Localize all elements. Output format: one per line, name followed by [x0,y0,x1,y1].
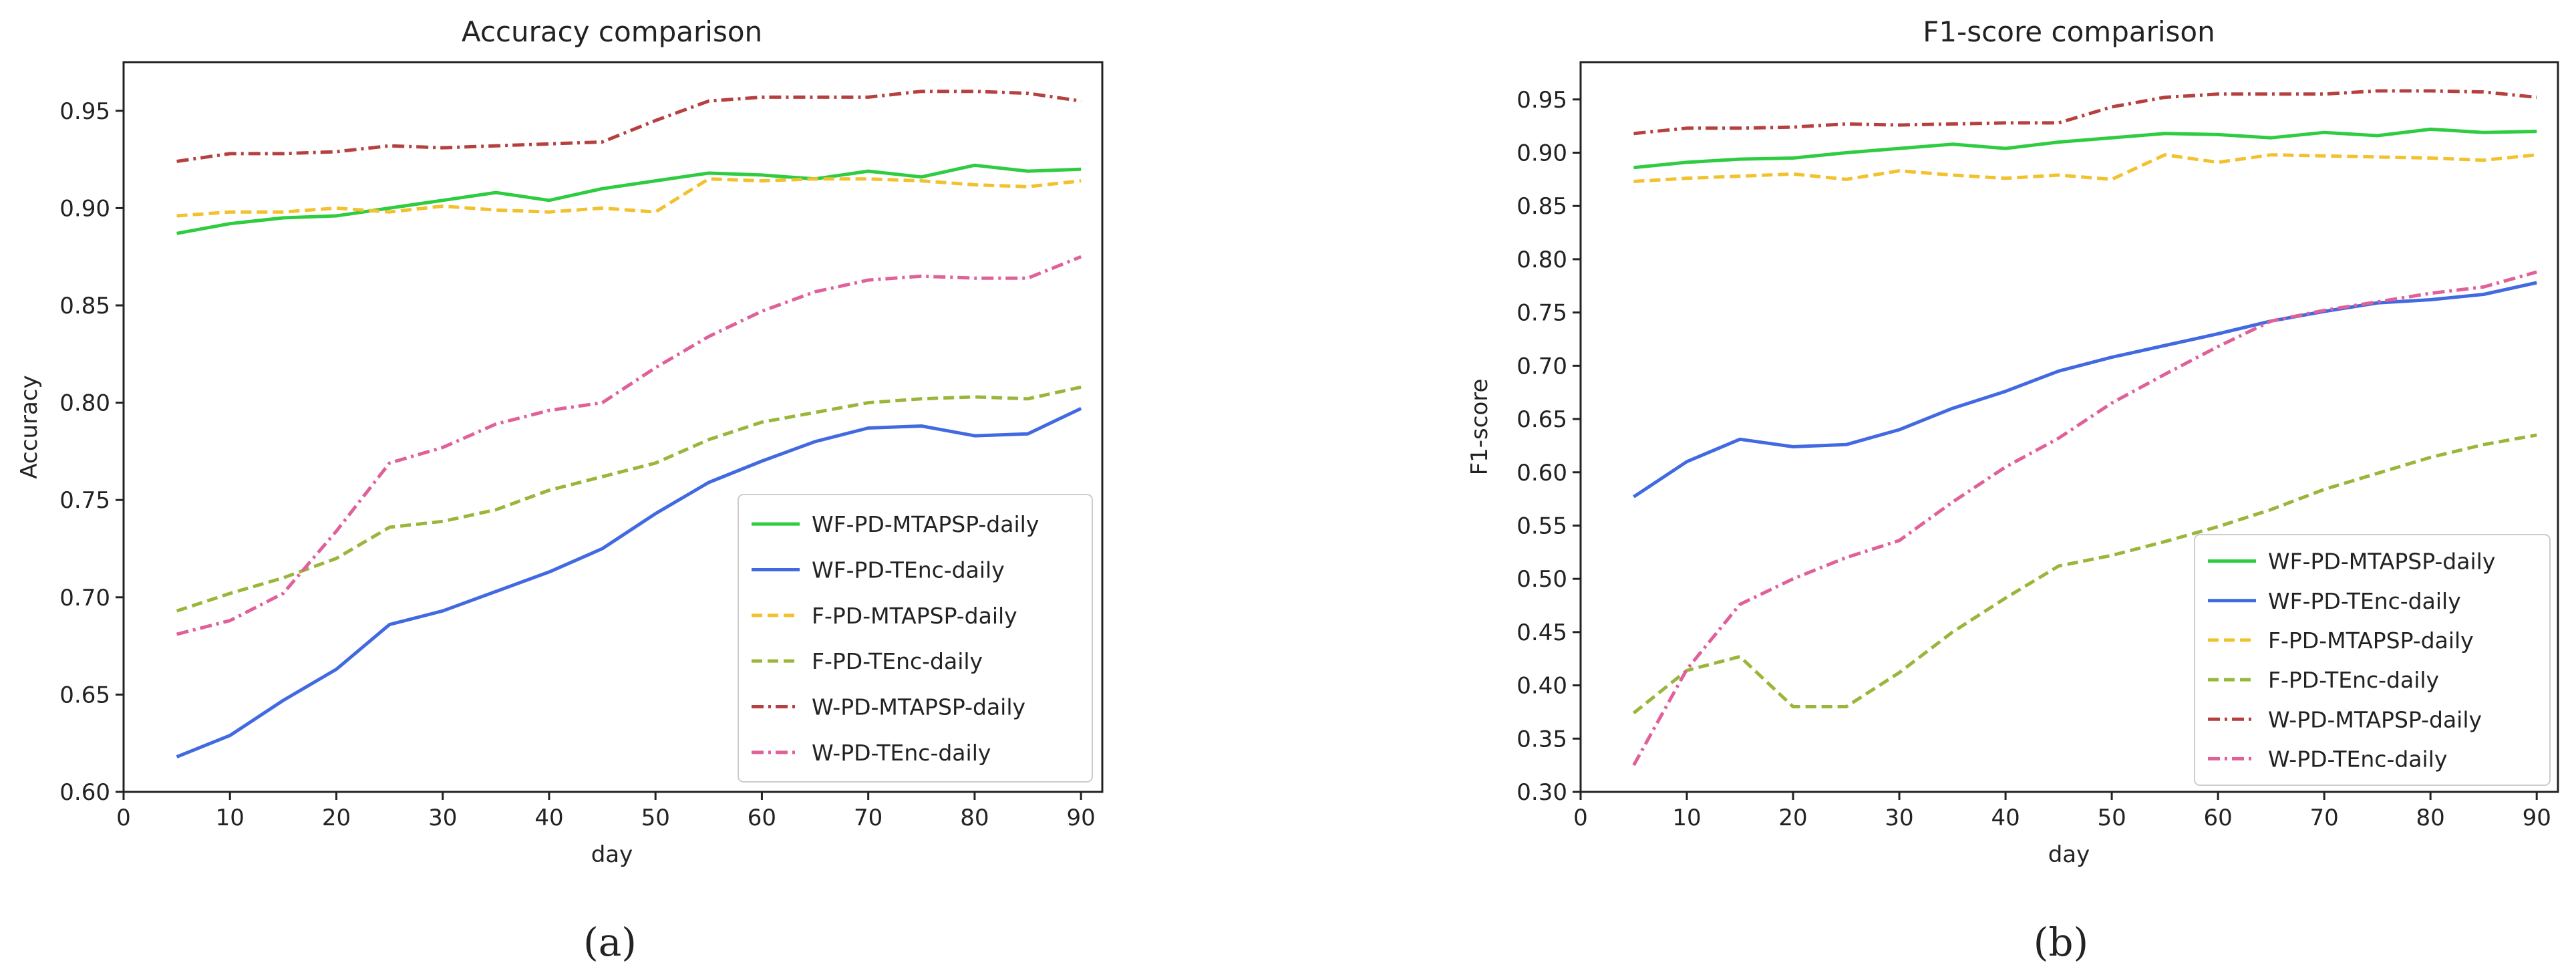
x-tick-label: 50 [641,805,670,831]
x-tick-label: 80 [960,805,989,831]
series-lines [1632,89,2537,766]
y-tick-label: 0.80 [59,390,110,417]
y-tick-label: 0.90 [59,195,110,222]
y-tick-label: 0.70 [1516,353,1567,380]
y-axis-label: Accuracy [16,375,43,478]
x-tick-label: 20 [322,805,351,831]
x-tick-label: 70 [854,805,882,831]
y-tick-label: 0.65 [59,682,110,708]
x-axis-ticks: 0 10 20 30 40 50 60 70 80 90 [1573,792,2551,831]
series-line-W-PD-MTAPSP-daily [1633,89,2537,136]
x-tick-label: 50 [2097,805,2126,831]
legend-label: F-PD-MTAPSP-daily [2268,627,2474,654]
series-line-WF-PD-TEnc-daily [1633,281,2537,499]
y-tick-label: 0.95 [1516,87,1567,114]
series-line-W-PD-TEnc-daily [176,255,1082,636]
series-line-WF-PD-MTAPSP-daily [176,163,1082,235]
x-tick-label: 0 [1573,805,1588,831]
x-tick-label: 10 [216,805,245,831]
legend-label: WF-PD-MTAPSP-daily [2268,549,2495,575]
x-tick-label: 30 [1885,805,1913,831]
x-tick-label: 20 [1778,805,1807,831]
y-tick-label: 0.45 [1516,619,1567,646]
panel-caption: (b) [2034,920,2088,965]
series-line-W-PD-TEnc-daily [1632,270,2537,766]
plot-frame [122,61,1104,793]
legend: WF-PD-MTAPSP-daily WF-PD-TEnc-daily F-PD-M… [738,494,1093,783]
chart-title: Accuracy comparison [462,15,762,48]
y-tick-label: 0.90 [1516,140,1567,167]
legend-box [738,494,1093,783]
chart-title: F1-score comparison [1923,15,2215,48]
x-tick-label: 60 [2203,805,2232,831]
y-tick-label: 0.65 [1516,406,1567,433]
panel-caption: (a) [583,920,637,965]
x-axis-ticks: 0 10 20 30 40 50 60 70 80 90 [116,792,1096,831]
legend-label: F-PD-MTAPSP-daily [812,603,1017,629]
x-tick-label: 30 [428,805,457,831]
y-tick-label: 0.80 [1516,247,1567,273]
y-tick-label: 0.30 [1516,779,1567,806]
legend: WF-PD-MTAPSP-daily WF-PD-TEnc-daily F-PD-M… [2194,534,2551,786]
series-lines [176,90,1082,758]
x-tick-label: 70 [2310,805,2339,831]
y-tick-label: 0.75 [1516,300,1567,327]
legend-label: W-PD-TEnc-daily [812,740,991,766]
y-tick-label: 0.70 [59,585,110,611]
x-tick-label: 0 [116,805,131,831]
y-tick-label: 0.85 [1516,193,1567,220]
y-tick-label: 0.60 [59,779,110,806]
series-line-WF-PD-MTAPSP-daily [1633,127,2537,170]
legend-label: W-PD-TEnc-daily [2268,746,2447,772]
x-tick-label: 80 [2416,805,2445,831]
legend-box [2194,534,2551,786]
series-line-F-PD-MTAPSP-daily [1633,153,2537,183]
legend-label: WF-PD-TEnc-daily [812,557,1005,583]
plot-frame [1579,61,2559,793]
x-tick-label: 90 [1067,805,1096,831]
series-line-W-PD-MTAPSP-daily [176,90,1082,163]
series-line-WF-PD-TEnc-daily [176,407,1082,758]
x-tick-label: 60 [748,805,776,831]
legend-label: W-PD-MTAPSP-daily [812,694,1025,720]
x-axis-label: day [2048,841,2090,868]
chart-accuracy: Accuracy comparison 0.60 0.65 0.70 0.75 0.80… [16,15,1104,965]
legend-label: F-PD-TEnc-daily [812,648,983,674]
y-tick-label: 0.85 [59,293,110,319]
legend-label: WF-PD-MTAPSP-daily [812,511,1039,537]
legend-label: F-PD-TEnc-daily [2268,667,2439,693]
series-line-F-PD-TEnc-daily [1632,433,2537,714]
y-tick-label: 0.95 [59,98,110,125]
chart-f1score: F1-score comparison 0.30 0.35 0.40 0.45 0.50… [1466,15,2559,965]
y-tick-label: 0.35 [1516,726,1567,752]
y-tick-label: 0.55 [1516,513,1567,539]
y-tick-label: 0.40 [1516,673,1567,700]
x-tick-label: 40 [534,805,563,831]
legend-label: WF-PD-TEnc-daily [2268,588,2461,614]
x-tick-label: 10 [1672,805,1701,831]
y-axis-label: F1-score [1466,379,1493,476]
x-axis-label: day [591,841,633,868]
x-tick-label: 90 [2523,805,2551,831]
y-tick-label: 0.60 [1516,460,1567,486]
legend-label: W-PD-MTAPSP-daily [2268,706,2482,732]
series-line-F-PD-MTAPSP-daily [176,177,1082,218]
y-axis-ticks: 0.60 0.65 0.70 0.75 0.80 0.85 0.90 0.95 [59,98,124,806]
y-tick-label: 0.75 [59,487,110,514]
series-line-F-PD-TEnc-daily [176,385,1082,613]
x-tick-label: 40 [1991,805,2020,831]
y-tick-label: 0.50 [1516,566,1567,593]
y-axis-ticks: 0.30 0.35 0.40 0.45 0.50 0.55 0.60 0.65 0.70 0.75… [1516,87,1581,806]
